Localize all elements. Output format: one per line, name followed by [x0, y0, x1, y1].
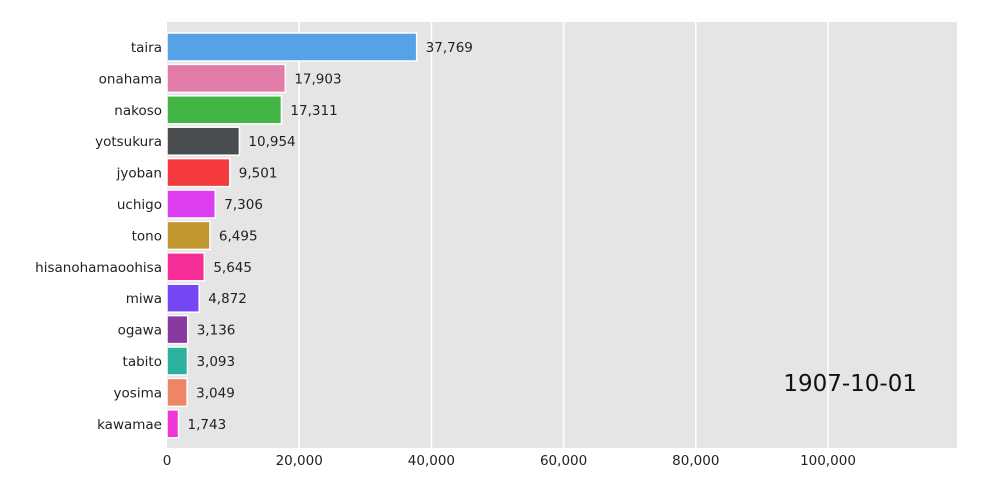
bar-uchigo [166, 189, 217, 219]
value-label: 3,049 [196, 385, 235, 401]
date-annotation: 1907-10-01 [783, 371, 917, 397]
value-label: 17,903 [294, 71, 341, 87]
bar-nakoso [166, 95, 283, 125]
value-label: 6,495 [219, 228, 258, 244]
bar-kawamae [166, 409, 180, 439]
bar-jyoban [166, 157, 231, 188]
bar-yotsukura [166, 126, 241, 156]
category-label: yosima [114, 385, 162, 401]
bar-tono [166, 220, 211, 251]
category-label: ogawa [118, 323, 162, 339]
category-label: jyoban [116, 166, 162, 182]
value-label: 9,501 [239, 166, 278, 182]
value-label: 10,954 [248, 134, 295, 150]
bar-taira [166, 32, 418, 62]
category-label: nakoso [114, 103, 162, 119]
x-tick-label: 0 [163, 453, 172, 469]
value-label: 5,645 [213, 260, 252, 276]
category-label: taira [131, 40, 162, 56]
category-label: kawamae [97, 417, 162, 433]
category-label: uchigo [117, 197, 162, 213]
x-tick-label: 20,000 [276, 453, 323, 469]
bar-yosima [166, 377, 188, 408]
bars [166, 32, 418, 439]
x-tick-label: 100,000 [800, 453, 856, 469]
x-tick-label: 40,000 [408, 453, 455, 469]
gridlines [298, 22, 829, 448]
category-label: yotsukura [95, 134, 162, 150]
category-label: miwa [126, 291, 162, 307]
category-label: hisanohamaoohisa [35, 260, 162, 276]
x-axis-ticks: 0 20,000 40,000 60,000 80,000 100,000 [163, 453, 856, 469]
x-tick-label: 60,000 [540, 453, 587, 469]
category-label: tono [132, 228, 162, 244]
value-label: 3,093 [196, 354, 235, 370]
value-label: 17,311 [290, 103, 337, 119]
value-labels: 37,769 17,903 17,311 10,954 9,501 7,306 6,495 5… [188, 40, 473, 433]
bar-ogawa [166, 314, 189, 345]
bar-onahama [166, 63, 287, 94]
bar-miwa [166, 283, 200, 313]
value-label: 4,872 [208, 291, 247, 307]
value-label: 7,306 [224, 197, 263, 213]
category-label: tabito [123, 354, 162, 370]
value-label: 3,136 [197, 323, 236, 339]
bar-hisanohamaoohisa [166, 252, 206, 282]
bar-tabito [166, 346, 189, 376]
value-label: 1,743 [188, 417, 227, 433]
category-label: onahama [99, 71, 162, 87]
value-label: 37,769 [426, 40, 473, 56]
category-labels: taira onahama nakoso yotsukura jyoban uchigo t… [35, 40, 162, 433]
x-tick-label: 80,000 [672, 453, 719, 469]
